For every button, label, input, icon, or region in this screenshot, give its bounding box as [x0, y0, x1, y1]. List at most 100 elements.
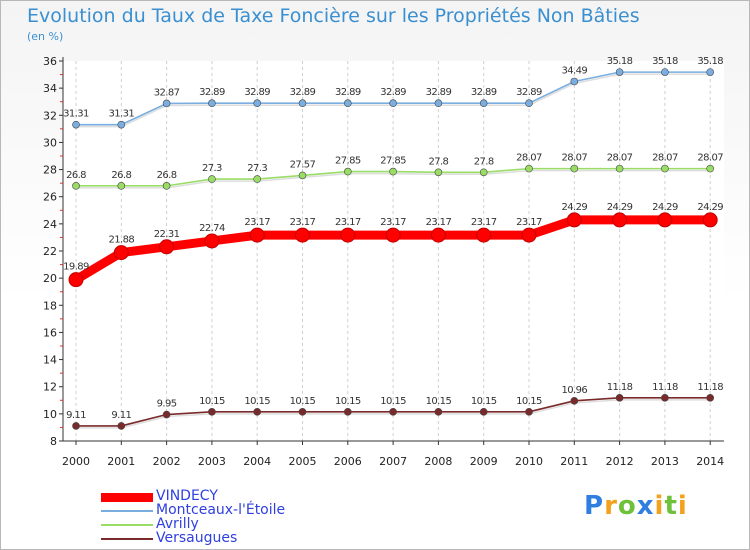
data-label: 22.31	[154, 229, 180, 240]
data-label: 23.17	[380, 217, 406, 228]
data-label: 27.8	[474, 156, 494, 167]
x-tick-label: 2012	[606, 455, 634, 468]
x-tick-label: 2003	[198, 455, 226, 468]
data-label: 24.29	[607, 202, 633, 213]
legend-swatch	[101, 510, 153, 512]
chart-title: Evolution du Taux de Taxe Foncière sur l…	[27, 5, 640, 27]
data-point	[204, 233, 220, 249]
data-point	[479, 99, 488, 108]
y-tick-label: 14	[43, 354, 57, 367]
data-point	[570, 164, 579, 173]
data-point	[706, 68, 715, 76]
legend-label: Montceaux-l'Étoile	[156, 502, 286, 518]
data-point	[117, 182, 126, 190]
data-label: 32.89	[199, 87, 225, 98]
data-point	[706, 394, 715, 402]
data-label: 32.89	[516, 87, 542, 98]
plot-area	[63, 61, 724, 441]
data-point	[298, 99, 307, 108]
data-label: 27.85	[380, 156, 406, 167]
data-label: 34.49	[561, 65, 587, 76]
data-point	[430, 227, 446, 243]
data-point	[476, 227, 492, 243]
proxiti-logo: Proxiti	[584, 491, 688, 521]
data-point	[298, 171, 307, 180]
data-point	[479, 408, 488, 416]
data-point	[525, 164, 533, 173]
data-point	[340, 227, 356, 243]
y-tick-label: 12	[43, 381, 57, 394]
data-label: 23.17	[426, 217, 452, 228]
data-label: 31.31	[63, 109, 89, 120]
data-point	[208, 99, 216, 108]
data-label: 10.15	[516, 396, 542, 407]
data-point	[661, 394, 669, 402]
data-point	[434, 408, 443, 416]
data-point	[253, 99, 262, 108]
data-point	[343, 99, 352, 108]
y-tick-label: 30	[43, 136, 57, 149]
data-label: 10.15	[380, 396, 406, 407]
legend-swatch	[101, 492, 153, 502]
legend-label: VINDECY	[156, 488, 218, 504]
data-label: 23.17	[471, 217, 497, 228]
data-label: 31.31	[108, 109, 134, 120]
y-tick-label: 16	[43, 326, 57, 339]
data-point	[253, 408, 262, 416]
x-tick-label: 2000	[62, 455, 90, 468]
x-tick-label: 2014	[696, 455, 724, 468]
data-label: 10.96	[561, 385, 587, 396]
y-tick-label: 26	[43, 191, 57, 204]
data-point	[615, 394, 624, 402]
data-point	[615, 164, 624, 173]
data-label: 21.88	[108, 235, 134, 246]
data-point	[385, 227, 401, 243]
data-point	[389, 99, 397, 108]
data-point	[657, 212, 673, 228]
data-label: 24.29	[561, 202, 587, 213]
legend-swatch	[101, 524, 153, 526]
data-point	[343, 408, 352, 416]
data-point	[479, 168, 488, 177]
data-label: 11.18	[652, 382, 678, 393]
data-label: 32.89	[471, 87, 497, 98]
data-label: 28.07	[697, 153, 723, 164]
data-point	[159, 239, 175, 255]
data-point	[702, 212, 718, 228]
data-point	[570, 397, 579, 405]
logo-letter: r	[604, 491, 618, 521]
data-label: 27.3	[247, 163, 267, 174]
data-point	[208, 175, 216, 183]
data-label: 32.89	[426, 87, 452, 98]
data-label: 23.17	[290, 217, 316, 228]
data-label: 10.15	[471, 396, 497, 407]
x-tick-label: 2008	[424, 455, 452, 468]
data-label: 32.89	[290, 87, 316, 98]
x-tick-label: 2007	[379, 455, 407, 468]
data-label: 22.74	[199, 223, 225, 234]
data-point	[389, 408, 397, 416]
data-label: 9.11	[111, 410, 131, 421]
data-label: 24.29	[697, 202, 723, 213]
data-label: 10.15	[426, 396, 452, 407]
data-point	[208, 408, 216, 416]
y-tick-label: 36	[43, 55, 57, 68]
data-point	[521, 227, 537, 243]
data-label: 26.8	[66, 170, 86, 181]
data-label: 23.17	[516, 217, 542, 228]
data-label: 26.8	[157, 170, 177, 181]
logo-letter: o	[617, 491, 637, 521]
data-label: 28.07	[607, 153, 633, 164]
data-label: 28.07	[561, 153, 587, 164]
data-point	[525, 408, 533, 416]
data-label: 27.85	[335, 156, 361, 167]
x-tick-label: 2009	[470, 455, 498, 468]
x-tick-label: 2013	[651, 455, 679, 468]
data-label: 19.89	[63, 262, 89, 273]
data-label: 35.18	[607, 56, 633, 67]
data-label: 32.87	[154, 87, 180, 98]
data-point	[525, 99, 533, 108]
data-point	[295, 227, 310, 243]
x-tick-label: 2004	[243, 455, 271, 468]
